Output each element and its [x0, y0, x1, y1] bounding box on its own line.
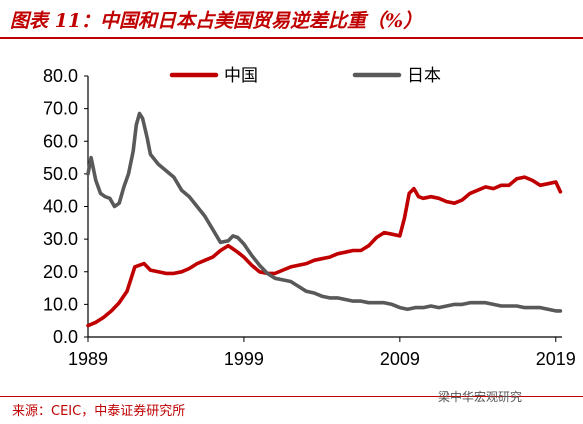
series-layer [86, 111, 563, 328]
y-tick-label: 60.0 [43, 131, 78, 151]
chart-legend: 中国 日本 [169, 66, 441, 86]
chart-axes: 0.0 10.0 20.0 30.0 40.0 50.0 60.0 70.0 80.0 1989 1… [43, 66, 576, 369]
y-tick-label: 30.0 [43, 229, 78, 249]
y-tick-label: 80.0 [43, 66, 78, 86]
title-bar: 图表 11：中国和日本占美国贸易逆差比重（%） [0, 0, 583, 39]
y-tick-label: 40.0 [43, 197, 78, 217]
legend-label-china: 中国 [224, 66, 258, 86]
x-tick-label: 1989 [68, 349, 108, 369]
y-tick-label: 0.0 [53, 327, 78, 347]
source-note: 来源：CEIC，中泰证券研究所 [12, 404, 186, 419]
y-tick-label: 50.0 [43, 164, 78, 184]
series-line-china [86, 175, 563, 328]
chart-title: 图表 11：中国和日本占美国贸易逆差比重（%） [10, 10, 423, 32]
title-divider [0, 37, 583, 39]
x-tick-label: 1999 [224, 349, 264, 369]
y-tick-label: 10.0 [43, 294, 78, 314]
y-tick-label: 20.0 [43, 262, 78, 282]
watermark-text: 梁中华宏观研究 [438, 390, 523, 404]
source-divider [0, 396, 583, 397]
series-line-japan [86, 111, 563, 313]
line-chart: 0.0 10.0 20.0 30.0 40.0 50.0 60.0 70.0 80.0 1989 1… [43, 66, 576, 369]
y-tick-label: 70.0 [43, 99, 78, 119]
x-tick-label: 2019 [536, 349, 576, 369]
legend-label-japan: 日本 [407, 66, 441, 86]
x-tick-label: 2009 [380, 349, 420, 369]
